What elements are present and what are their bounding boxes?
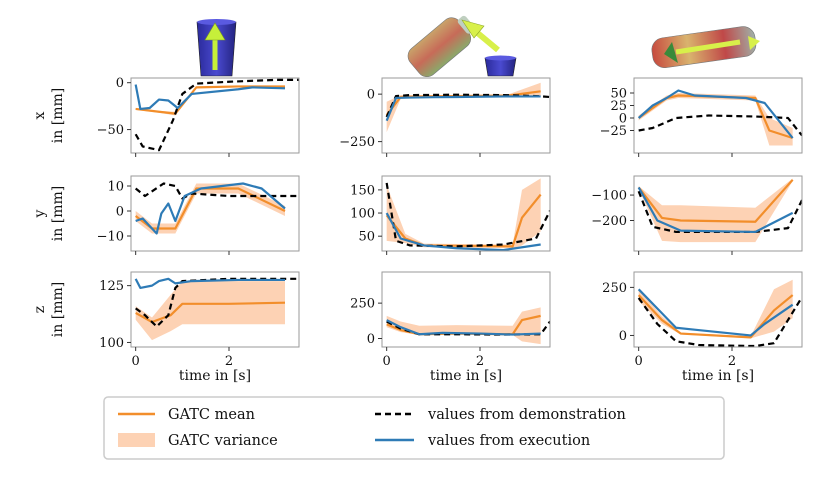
demo-line xyxy=(637,296,802,347)
exec-line xyxy=(385,212,541,251)
variance-band xyxy=(386,178,541,249)
ytick-label: 50 xyxy=(610,87,627,102)
demo-line xyxy=(385,182,550,248)
ytick-label: 0 xyxy=(116,76,124,91)
xaxis-label: time in [s] xyxy=(179,368,251,384)
exec-line xyxy=(134,277,285,290)
legend-mean-label: GATC mean xyxy=(168,407,255,423)
variance-band xyxy=(638,178,793,243)
panel-1-1: −50 0 x in [mm] xyxy=(32,76,300,157)
variance-band xyxy=(638,93,793,146)
ytick-label: 0 xyxy=(367,332,375,347)
xaxis-label: time in [s] xyxy=(682,368,754,384)
exec-line xyxy=(386,319,541,336)
mean-line xyxy=(135,301,286,324)
ytick-label: 10 xyxy=(107,180,124,195)
mean-line xyxy=(134,187,286,230)
cup-with-up-arrow-icon xyxy=(196,19,237,77)
variance-band xyxy=(135,281,285,341)
demo-line xyxy=(134,182,299,200)
ytick-label: 0 xyxy=(619,112,627,127)
xaxis-label: time in [s] xyxy=(430,368,502,384)
ytick-label: −50 xyxy=(97,123,124,138)
legend-variance-swatch xyxy=(118,433,155,447)
xtick-label: 0 xyxy=(635,354,643,369)
demo-line xyxy=(134,78,299,152)
exec-line xyxy=(637,89,794,139)
ytick-label: −25 xyxy=(600,124,627,139)
demo-line xyxy=(135,277,299,328)
ytick-label: 250 xyxy=(350,297,375,312)
ytick-label: 0 xyxy=(116,205,124,220)
axes-frame xyxy=(381,77,551,154)
axes-frame xyxy=(381,271,551,348)
exec-line xyxy=(135,182,286,235)
row-axis-label: z xyxy=(32,306,48,313)
xtick-label: 2 xyxy=(476,354,484,369)
xtick-label: 2 xyxy=(225,354,233,369)
legend: GATC mean GATC variance values from demo… xyxy=(103,396,725,460)
exec-line xyxy=(385,95,541,122)
demo-line xyxy=(638,114,802,137)
ytick-label: 0 xyxy=(619,329,627,344)
axes-frame xyxy=(633,271,803,348)
exec-line xyxy=(637,288,794,337)
ytick-label: 0 xyxy=(367,88,375,103)
ytick-label: −10 xyxy=(97,230,124,245)
panel-1-2: −250 0 xyxy=(339,77,551,157)
panel-2-2: 50 100 150 xyxy=(350,175,551,255)
legend-exec-label: values from execution xyxy=(427,433,590,449)
axes-frame xyxy=(633,77,803,154)
ytick-label: 25 xyxy=(610,99,627,114)
axes-frame xyxy=(130,271,300,348)
row-axis-label: x xyxy=(32,111,48,119)
row-unit-label: in [mm] xyxy=(50,186,66,241)
ytick-label: 125 xyxy=(99,279,124,294)
ytick-label: 250 xyxy=(602,281,627,296)
ytick-label: 100 xyxy=(99,336,124,351)
ytick-label: 150 xyxy=(350,183,375,198)
mean-line xyxy=(637,179,794,223)
exec-line xyxy=(134,84,286,111)
row-unit-label: in [mm] xyxy=(50,282,66,337)
panel-2-3: −200 −100 xyxy=(591,175,803,255)
ytick-label: −250 xyxy=(339,135,375,150)
demo-line xyxy=(386,320,550,336)
variance-band xyxy=(386,82,541,133)
axes-frame xyxy=(633,175,803,252)
panel-2-1: −10 0 10 y in [mm] xyxy=(32,175,300,255)
row-unit-label: in [mm] xyxy=(50,88,66,143)
ytick-label: −200 xyxy=(591,214,627,229)
bottle-lying-with-arrow-icon xyxy=(651,26,760,68)
variance-band xyxy=(386,307,541,345)
bottle-pour-into-cup-icon xyxy=(407,15,517,78)
variance-band xyxy=(135,183,285,234)
variance-band xyxy=(638,279,793,339)
legend-demo-label: values from demonstration xyxy=(427,407,626,423)
row-axis-label: y xyxy=(32,209,48,218)
xtick-label: 0 xyxy=(383,354,391,369)
legend-variance-label: GATC variance xyxy=(168,433,278,449)
ytick-label: 50 xyxy=(358,230,375,245)
axes-frame xyxy=(130,77,300,154)
xtick-label: 0 xyxy=(132,354,140,369)
mean-line xyxy=(637,294,794,339)
xtick-label: 2 xyxy=(728,354,736,369)
axes-frame xyxy=(130,175,300,252)
exec-line xyxy=(637,186,794,234)
ytick-label: 100 xyxy=(350,207,375,222)
ytick-label: −100 xyxy=(591,189,627,204)
